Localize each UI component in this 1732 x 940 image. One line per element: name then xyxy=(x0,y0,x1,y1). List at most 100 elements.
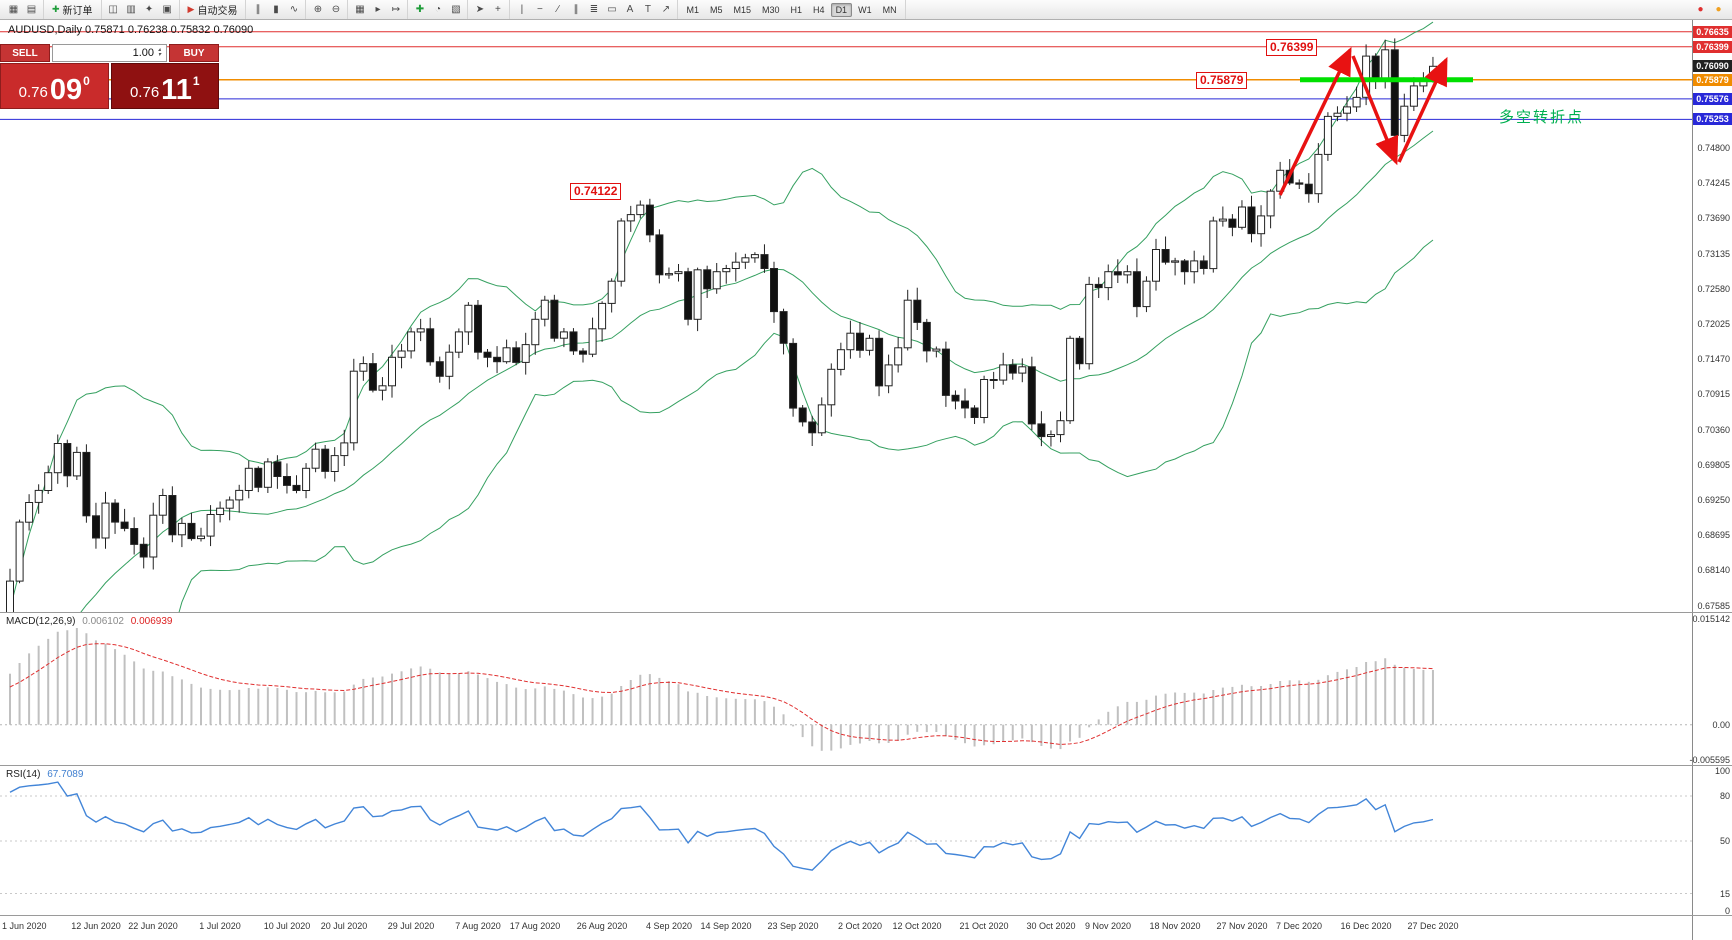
macd-header: MACD(12,26,9) 0.006102 0.006939 xyxy=(6,616,172,627)
trend-arrow-drawing[interactable] xyxy=(1351,55,1399,166)
toolbar-group: | − ∕ ∥ ≣ ▭ A T ↗ xyxy=(510,0,679,19)
notification-icon[interactable]: ● xyxy=(1715,4,1722,15)
date-label: 7 Aug 2020 xyxy=(455,921,501,931)
cursor-icon[interactable]: ➤ xyxy=(475,4,485,15)
terminal-icon[interactable]: ▣ xyxy=(162,4,172,15)
price-tag-0.76635: 0.76635 xyxy=(1693,25,1732,38)
sell-price-pips: 09 xyxy=(49,74,83,106)
vertical-line-icon[interactable]: | xyxy=(520,4,524,15)
new-order-button[interactable]: ✚ 新订单 xyxy=(47,2,98,18)
price-axis[interactable]: 0.74800 0.74245 0.73690 0.73135 0.72580 0.720… xyxy=(1689,20,1732,940)
date-label: 23 Sep 2020 xyxy=(767,921,819,931)
panel-splitter[interactable] xyxy=(0,765,1732,766)
sell-price-display[interactable]: 0.76 09 0 xyxy=(0,63,109,109)
macd-scale-label: -0.005595 xyxy=(1689,755,1730,765)
chart-workspace: 0.74800 0.74245 0.73690 0.73135 0.72580 0.720… xyxy=(0,20,1732,940)
one-click-trade-panel: SELL 1.00 ▴ ▾ BUY 0.76 09 0 0.76 11 1 xyxy=(0,44,219,109)
time-axis-separator xyxy=(0,915,1732,916)
date-label: 21 Oct 2020 xyxy=(959,921,1009,931)
stepper-down-icon[interactable]: ▾ xyxy=(157,52,161,58)
tf-w1[interactable]: W1 xyxy=(858,4,872,15)
label-icon[interactable]: T xyxy=(644,4,652,15)
text-icon[interactable]: A xyxy=(626,4,634,15)
turning-point-annotation[interactable]: 多空转折点 xyxy=(1499,109,1585,126)
tf-d1[interactable]: D1 xyxy=(830,2,853,17)
periods-icon[interactable]: ◔ xyxy=(434,4,441,15)
horizontal-line-icon[interactable]: − xyxy=(537,4,543,15)
price-flag-0.75879[interactable]: 0.75879 xyxy=(1196,72,1248,89)
rsi-scale-label: 0 xyxy=(1724,906,1730,916)
sell-button[interactable]: SELL xyxy=(0,44,50,62)
toolbar-group: ⊕ ⊖ xyxy=(306,0,349,19)
data-window-icon[interactable]: ▥ xyxy=(126,4,136,15)
date-label: 1 Jun 2020 xyxy=(2,921,47,931)
templates-icon[interactable]: ▧ xyxy=(451,4,461,15)
rsi-header: RSI(14) 67.7089 xyxy=(6,769,83,780)
new-chart-icon[interactable]: ▦ xyxy=(8,4,19,15)
tf-m1[interactable]: M1 xyxy=(686,4,699,15)
buy-price-point: 1 xyxy=(192,74,200,88)
tf-m15[interactable]: M15 xyxy=(733,4,752,15)
date-label: 29 Jul 2020 xyxy=(387,921,435,931)
chart-profiles-icon[interactable]: ▤ xyxy=(26,4,37,15)
candlestick-chart-icon[interactable]: ▮ xyxy=(273,4,279,15)
trend-arrow-drawing[interactable] xyxy=(1397,56,1448,163)
price-axis-label: 0.69805 xyxy=(1697,459,1730,470)
candles xyxy=(6,38,1437,613)
tf-h4[interactable]: H4 xyxy=(813,4,825,15)
date-label: 27 Dec 2020 xyxy=(1407,921,1459,931)
crosshair-icon[interactable]: + xyxy=(495,4,501,15)
tf-mn[interactable]: MN xyxy=(882,4,897,15)
navigator-icon[interactable]: ✦ xyxy=(144,4,154,15)
tile-windows-icon[interactable]: ▦ xyxy=(355,4,365,15)
rsi-scale-label: 80 xyxy=(1719,791,1730,801)
buy-price-display[interactable]: 0.76 11 1 xyxy=(110,63,219,109)
panel-splitter[interactable] xyxy=(0,612,1732,613)
auto-scroll-icon[interactable]: ▸ xyxy=(375,4,381,15)
price-flag-0.76399[interactable]: 0.76399 xyxy=(1266,39,1318,56)
shapes-icon[interactable]: ▭ xyxy=(607,4,617,15)
buy-button[interactable]: BUY xyxy=(169,44,219,62)
zoom-in-icon[interactable]: ⊕ xyxy=(313,4,323,15)
price-axis-label: 0.69250 xyxy=(1697,494,1730,505)
date-label: 27 Nov 2020 xyxy=(1216,921,1268,931)
bar-chart-icon[interactable]: ∥ xyxy=(255,4,261,15)
zoom-out-icon[interactable]: ⊖ xyxy=(331,4,341,15)
market-watch-icon[interactable]: ◫ xyxy=(108,4,118,15)
arrow-tool-icon[interactable]: ↗ xyxy=(661,4,671,15)
tf-m5[interactable]: M5 xyxy=(709,4,723,15)
price-flag-0.74122[interactable]: 0.74122 xyxy=(570,183,622,200)
fibonacci-icon[interactable]: ≣ xyxy=(589,4,599,15)
price-axis-label: 0.67585 xyxy=(1697,600,1730,611)
volume-stepper[interactable]: ▴ ▾ xyxy=(154,47,165,58)
time-axis[interactable]: 1 Jun 2020 12 Jun 2020 22 Jun 2020 1 Jul 20… xyxy=(0,916,1692,940)
tf-h1[interactable]: H1 xyxy=(790,4,803,15)
sell-price-point: 0 xyxy=(83,74,90,88)
news-alert-icon[interactable]: ● xyxy=(1697,4,1704,15)
toolbar-group: ▶ 自动交易 xyxy=(180,0,247,19)
date-label: 30 Oct 2020 xyxy=(1026,921,1076,931)
volume-input[interactable]: 1.00 ▴ ▾ xyxy=(52,44,167,62)
main-toolbar: ▦ ▤ ✚ 新订单 ◫ ▥ ✦ ▣ ▶ 自动交易 ∥ ▮ ∿ ⊕ ⊖ ▦ ▸ ↦ ✚ ◔ ▧ ➤ + | − ∕ ∥ ≣ ▭ A T ↗ M1 M… xyxy=(0,0,1732,20)
auto-trading-button[interactable]: ▶ 自动交易 xyxy=(183,2,243,18)
rsi-line xyxy=(9,781,1434,871)
chart-shift-icon[interactable]: ↦ xyxy=(391,4,401,15)
macd-label: MACD(12,26,9) xyxy=(6,616,76,627)
buy-price-main: 0.76 xyxy=(129,84,160,101)
price-tag-0.76399: 0.76399 xyxy=(1693,40,1732,53)
trendline-icon[interactable]: ∕ xyxy=(557,4,559,15)
macd-signal-value: 0.006939 xyxy=(130,616,173,627)
rsi-value: 67.7089 xyxy=(47,769,84,780)
line-chart-icon[interactable]: ∿ xyxy=(289,4,299,15)
price-axis-label: 0.72580 xyxy=(1697,283,1730,294)
date-label: 22 Jun 2020 xyxy=(128,921,178,931)
price-axis-label: 0.74800 xyxy=(1697,143,1730,154)
tf-m30[interactable]: M30 xyxy=(762,4,780,15)
date-label: 17 Aug 2020 xyxy=(509,921,561,931)
stepper-up-icon[interactable]: ▴ xyxy=(157,47,161,53)
indicators-icon[interactable]: ✚ xyxy=(415,4,425,15)
trend-arrow-drawing[interactable] xyxy=(1278,46,1352,196)
new-order-icon: ✚ xyxy=(52,4,60,14)
toolbar-group: M1 M5 M15 M30 H1 H4 D1 W1 MN xyxy=(678,0,906,19)
channel-icon[interactable]: ∥ xyxy=(573,4,579,15)
